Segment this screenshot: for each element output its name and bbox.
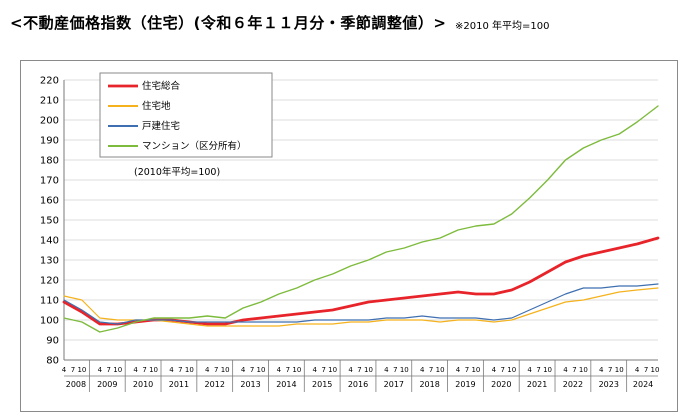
x-year-label: 2017 xyxy=(384,380,404,389)
x-month-tick-label: 7 xyxy=(393,366,397,374)
x-month-tick-label: 10 xyxy=(113,366,122,374)
y-tick-label: 150 xyxy=(40,216,59,227)
x-month-tick-label: 4 xyxy=(348,366,353,374)
axis-layer: 80 90 100 110 120 130 140 150 160 170 180 190 200 210… xyxy=(40,76,660,392)
y-tick-label: 80 xyxy=(46,356,59,367)
x-month-tick-label: 4 xyxy=(563,366,568,374)
x-year-label: 2024 xyxy=(633,380,653,389)
y-tick-label: 180 xyxy=(40,156,59,167)
x-year-label: 2020 xyxy=(491,380,511,389)
x-month-tick-label: 10 xyxy=(77,366,86,374)
x-year-label: 2010 xyxy=(133,380,153,389)
x-month-tick-label: 10 xyxy=(507,366,516,374)
x-month-tick-label: 10 xyxy=(615,366,624,374)
x-month-tick-label: 4 xyxy=(527,366,532,374)
y-tick-label: 130 xyxy=(40,256,59,267)
x-month-tick-label: 4 xyxy=(133,366,138,374)
x-month-tick-label: 4 xyxy=(277,366,282,374)
x-month-tick-label: 4 xyxy=(492,366,497,374)
x-month-tick-label: 10 xyxy=(579,366,588,374)
y-tick-label: 140 xyxy=(40,236,59,247)
x-month-tick-label: 10 xyxy=(185,366,194,374)
x-month-tick-label: 7 xyxy=(214,366,218,374)
series-line xyxy=(63,283,659,325)
x-month-tick-label: 4 xyxy=(384,366,389,374)
y-tick-label: 210 xyxy=(40,96,59,107)
x-month-tick-label: 7 xyxy=(572,366,576,374)
y-tick-label: 200 xyxy=(40,116,59,127)
x-month-tick-label: 10 xyxy=(436,366,445,374)
x-month-tick-label: 10 xyxy=(328,366,337,374)
x-month-tick-label: 7 xyxy=(465,366,469,374)
legend-label: 戸建住宅 xyxy=(142,120,180,132)
x-year-label: 2023 xyxy=(599,380,619,389)
x-year-label: 2008 xyxy=(66,380,86,389)
x-month-tick-label: 4 xyxy=(599,366,604,374)
x-year-label: 2011 xyxy=(169,380,189,389)
x-month-tick-label: 4 xyxy=(312,366,317,374)
x-month-tick-label: 7 xyxy=(286,366,290,374)
line-chart: 80 90 100 110 120 130 140 150 160 170 180 190 200 210… xyxy=(40,72,660,392)
series-layer xyxy=(62,105,660,333)
base-index-annotation: (2010年平均=100) xyxy=(134,166,220,178)
x-month-tick-label: 7 xyxy=(321,366,325,374)
x-year-label: 2019 xyxy=(455,380,475,389)
x-month-tick-label: 7 xyxy=(178,366,182,374)
x-month-tick-label: 4 xyxy=(205,366,210,374)
y-tick-label: 90 xyxy=(46,336,59,347)
series-line xyxy=(63,105,659,333)
x-month-tick-label: 4 xyxy=(456,366,461,374)
x-year-label: 2022 xyxy=(563,380,583,389)
x-month-tick-label: 7 xyxy=(644,366,648,374)
x-month-tick-label: 4 xyxy=(635,366,640,374)
x-month-tick-label: 4 xyxy=(241,366,246,374)
x-month-tick-label: 10 xyxy=(364,366,373,374)
x-year-label: 2014 xyxy=(276,380,296,389)
y-tick-label: 100 xyxy=(40,316,59,327)
x-month-tick-label: 7 xyxy=(250,366,254,374)
x-month-tick-label: 7 xyxy=(536,366,540,374)
legend-label: 住宅総合 xyxy=(142,80,181,92)
x-month-tick-label: 7 xyxy=(501,366,505,374)
chart-title: <不動産価格指数（住宅）(令和６年１１月分・季節調整値）> xyxy=(10,14,447,32)
y-tick-label: 110 xyxy=(40,296,59,307)
x-month-tick-label: 7 xyxy=(429,366,433,374)
base-year-note: ※2010 年平均=100 xyxy=(455,21,550,32)
x-month-tick-label: 10 xyxy=(149,366,158,374)
y-tick-label: 190 xyxy=(40,136,59,147)
y-tick-label: 160 xyxy=(40,196,59,207)
x-year-label: 2013 xyxy=(240,380,260,389)
legend-label: 住宅地 xyxy=(142,100,171,112)
x-month-tick-label: 4 xyxy=(62,366,67,374)
x-month-tick-label: 4 xyxy=(169,366,174,374)
x-year-label: 2009 xyxy=(97,380,117,389)
x-month-tick-label: 4 xyxy=(98,366,103,374)
x-year-label: 2018 xyxy=(419,380,439,389)
y-tick-label: 120 xyxy=(40,276,59,287)
x-year-label: 2016 xyxy=(348,380,368,389)
x-month-tick-label: 7 xyxy=(608,366,612,374)
x-month-tick-label: 10 xyxy=(471,366,480,374)
legend: 住宅総合 住宅地 戸建住宅 マンション（区分所有） xyxy=(99,72,273,158)
x-month-tick-label: 10 xyxy=(543,366,552,374)
x-month-tick-label: 10 xyxy=(257,366,266,374)
x-year-label: 2015 xyxy=(312,380,332,389)
series-line xyxy=(62,236,660,326)
x-year-label: 2021 xyxy=(527,380,547,389)
chart-frame xyxy=(20,60,678,412)
x-month-tick-label: 10 xyxy=(400,366,409,374)
x-month-tick-label: 7 xyxy=(142,366,146,374)
y-tick-label: 220 xyxy=(40,76,59,87)
x-month-tick-label: 10 xyxy=(292,366,301,374)
legend-label: マンション（区分所有） xyxy=(142,140,247,152)
x-month-tick-label: 10 xyxy=(221,366,230,374)
x-month-tick-label: 7 xyxy=(107,366,111,374)
x-month-tick-label: 4 xyxy=(420,366,425,374)
y-tick-label: 170 xyxy=(40,176,59,187)
x-month-tick-label: 10 xyxy=(651,366,660,374)
x-month-tick-label: 7 xyxy=(71,366,75,374)
x-year-label: 2012 xyxy=(205,380,225,389)
series-line xyxy=(63,287,659,327)
x-month-tick-label: 7 xyxy=(357,366,361,374)
